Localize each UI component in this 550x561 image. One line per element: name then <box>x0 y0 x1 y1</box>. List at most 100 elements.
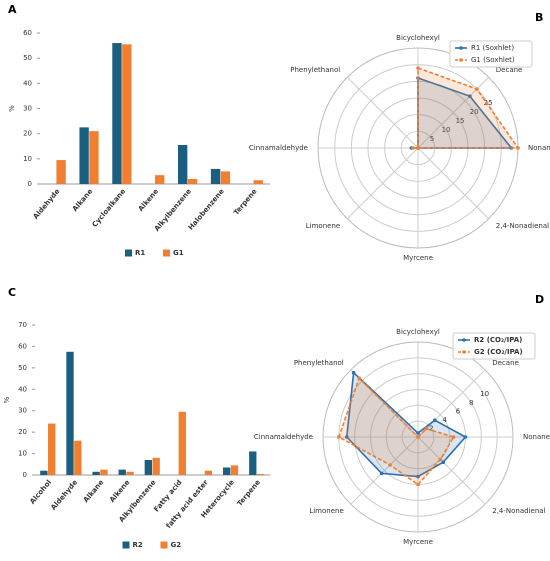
radar-marker <box>416 482 420 487</box>
radar-marker <box>441 460 445 464</box>
axis-label: 2,4-Nonadienal <box>492 507 545 515</box>
radar-marker <box>475 87 479 91</box>
y-tick-label: 40 <box>18 385 27 393</box>
bar <box>122 44 132 185</box>
axis-label: Myrcene <box>403 254 433 262</box>
radar-marker <box>432 418 437 423</box>
panel-label: A <box>8 3 17 16</box>
radar-marker <box>344 435 349 439</box>
panel-label: C <box>8 286 16 299</box>
legend-swatch <box>125 249 132 257</box>
bar <box>204 470 213 475</box>
axis-label: Phenylethanol <box>294 359 344 367</box>
bar <box>152 457 160 475</box>
radar-marker <box>463 435 468 439</box>
legend-label: R1 (Soxhlet) <box>471 44 514 52</box>
r-tick-label: 2 <box>429 424 433 432</box>
axis-label: Limonene <box>306 222 340 230</box>
radar-marker <box>357 376 362 381</box>
bar <box>210 168 221 184</box>
r-tick-label: 15 <box>456 117 465 125</box>
bar <box>74 440 82 475</box>
radar-marker <box>416 146 420 150</box>
legend-label: R2 <box>133 541 143 549</box>
legend-swatch <box>160 541 168 549</box>
bar <box>220 171 231 184</box>
x-tick-label: Cycloalkane <box>91 187 128 229</box>
legend-label: R2 (CO₂/IPA) <box>474 336 522 344</box>
legend-marker <box>459 46 463 50</box>
legend-marker <box>462 338 466 342</box>
radar-area <box>337 376 455 486</box>
radar-marker <box>516 146 520 150</box>
radar-marker <box>416 431 420 435</box>
legend-box <box>452 332 536 360</box>
bar <box>66 351 74 475</box>
bar <box>249 451 257 475</box>
r-tick-label: 4 <box>442 416 447 424</box>
y-tick-label: 0 <box>28 180 32 188</box>
y-tick-label: 40 <box>23 79 32 87</box>
bar <box>155 175 165 184</box>
x-tick-label: Aldehyde <box>49 478 79 512</box>
radar-marker <box>411 146 415 150</box>
radar-marker <box>424 426 429 431</box>
r-tick-label: 25 <box>484 99 493 107</box>
spoke <box>417 147 490 220</box>
y-tick-label: 10 <box>23 155 32 163</box>
axis-label: Nonane <box>523 433 550 441</box>
bar <box>118 469 126 475</box>
bar <box>89 131 99 184</box>
x-tick-label: Terpene <box>232 187 259 216</box>
radar-marker <box>379 471 384 476</box>
y-tick-label: 20 <box>18 428 27 436</box>
y-tick-label: 50 <box>18 364 27 372</box>
r-tick-label: 20 <box>470 108 479 116</box>
axis-label: Phenylethanol <box>290 66 340 74</box>
x-tick-label: Alkane <box>82 478 106 504</box>
axis-label: Nonane <box>528 144 550 152</box>
x-tick-label: Aldehyde <box>32 187 62 221</box>
bar <box>256 473 265 475</box>
radar-marker <box>438 457 443 462</box>
axis-label: Myrcene <box>403 538 433 546</box>
radar-marker <box>388 463 392 467</box>
x-tick-label: Alkene <box>137 187 160 213</box>
axis-label: Bicyclohexyl <box>396 34 440 42</box>
spoke <box>417 369 486 438</box>
r-tick-label: 6 <box>456 407 461 415</box>
y-tick-label: 60 <box>18 342 27 350</box>
axis-label: Decane <box>492 359 519 367</box>
legend-swatch <box>163 249 170 257</box>
bar <box>56 160 66 184</box>
axis-label: Cinnamaldehyde <box>249 144 308 152</box>
bar <box>144 460 152 475</box>
axis-label: Limonene <box>309 507 343 515</box>
y-tick-label: 70 <box>18 321 27 329</box>
x-tick-label: Alcohol <box>28 478 53 505</box>
x-tick-label: Halobenzene <box>187 187 226 231</box>
legend-marker <box>459 58 463 62</box>
legend-label: G1 (Soxhlet) <box>471 56 515 64</box>
spoke <box>350 436 419 505</box>
spoke <box>346 147 419 220</box>
y-tick-label: 0 <box>23 471 27 479</box>
axis-label: Bicyclohexyl <box>396 328 440 336</box>
axis-label: Decane <box>496 66 523 74</box>
legend-marker <box>462 350 466 354</box>
legend-box <box>449 40 533 68</box>
y-tick-label: 60 <box>23 29 32 37</box>
legend-label: G2 <box>171 541 182 549</box>
legend-label: G2 (CO₂/IPA) <box>474 348 523 356</box>
radar-marker <box>351 370 356 375</box>
x-tick-label: Alkene <box>108 478 131 504</box>
panel-label: D <box>535 293 544 306</box>
radar-marker <box>416 66 420 70</box>
axis-label: Cinnamaldehyde <box>254 433 313 441</box>
radar-marker <box>416 435 420 439</box>
legend-swatch <box>122 541 130 549</box>
y-axis-title: % <box>8 105 16 112</box>
r-tick-label: 10 <box>480 390 489 398</box>
bar <box>112 43 122 184</box>
